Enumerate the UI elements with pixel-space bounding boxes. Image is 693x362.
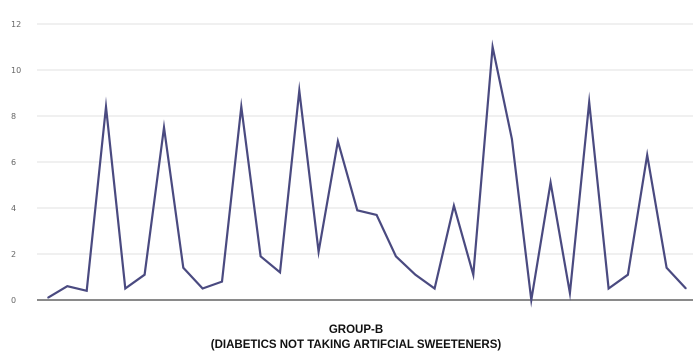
data-point — [627, 273, 629, 276]
data-point — [375, 214, 378, 216]
data-point — [259, 255, 262, 258]
data-point — [453, 204, 455, 207]
data-point — [124, 287, 127, 290]
data-point — [201, 287, 204, 290]
data-point — [549, 181, 552, 184]
data-point — [279, 271, 281, 274]
data-point — [569, 292, 571, 294]
data-point — [511, 138, 513, 140]
gridlines — [37, 23, 693, 255]
y-tick-label: 8 — [11, 112, 16, 121]
y-tick-label: 0 — [11, 296, 16, 305]
data-point — [414, 273, 417, 276]
data-point — [530, 299, 533, 301]
data-point — [395, 255, 397, 258]
data-point — [221, 280, 223, 283]
data-point — [143, 273, 146, 276]
data-point — [665, 267, 668, 269]
data-point — [607, 287, 610, 290]
data-point — [646, 154, 648, 156]
series-line-0 — [47, 39, 687, 308]
data-point — [356, 209, 359, 212]
y-tick-label: 10 — [11, 66, 21, 75]
data-point — [685, 287, 687, 290]
data-point — [433, 287, 436, 290]
x-axis-label: GROUP-B — [329, 324, 383, 336]
data-point — [317, 250, 320, 253]
data-point — [298, 89, 301, 92]
data-point — [47, 296, 49, 299]
y-axis-tick-labels: 0 2 4 6 8 10 12 — [11, 20, 21, 305]
y-tick-label: 12 — [11, 20, 21, 29]
series-group — [47, 39, 687, 308]
data-point — [66, 285, 69, 288]
data-point — [163, 126, 165, 129]
data-point — [240, 106, 243, 108]
data-point — [337, 140, 339, 143]
x-axis-label-subtitle: (DIABETICS NOT TAKING ARTIFCIAL SWEETENE… — [211, 339, 502, 351]
y-tick-label: 4 — [11, 204, 16, 213]
y-tick-label: 6 — [11, 158, 16, 167]
data-point — [182, 267, 185, 269]
data-point — [491, 46, 494, 48]
data-point — [588, 101, 590, 103]
data-point — [105, 106, 107, 108]
y-tick-label: 2 — [11, 250, 16, 259]
data-point — [472, 273, 475, 276]
data-point — [85, 290, 88, 292]
